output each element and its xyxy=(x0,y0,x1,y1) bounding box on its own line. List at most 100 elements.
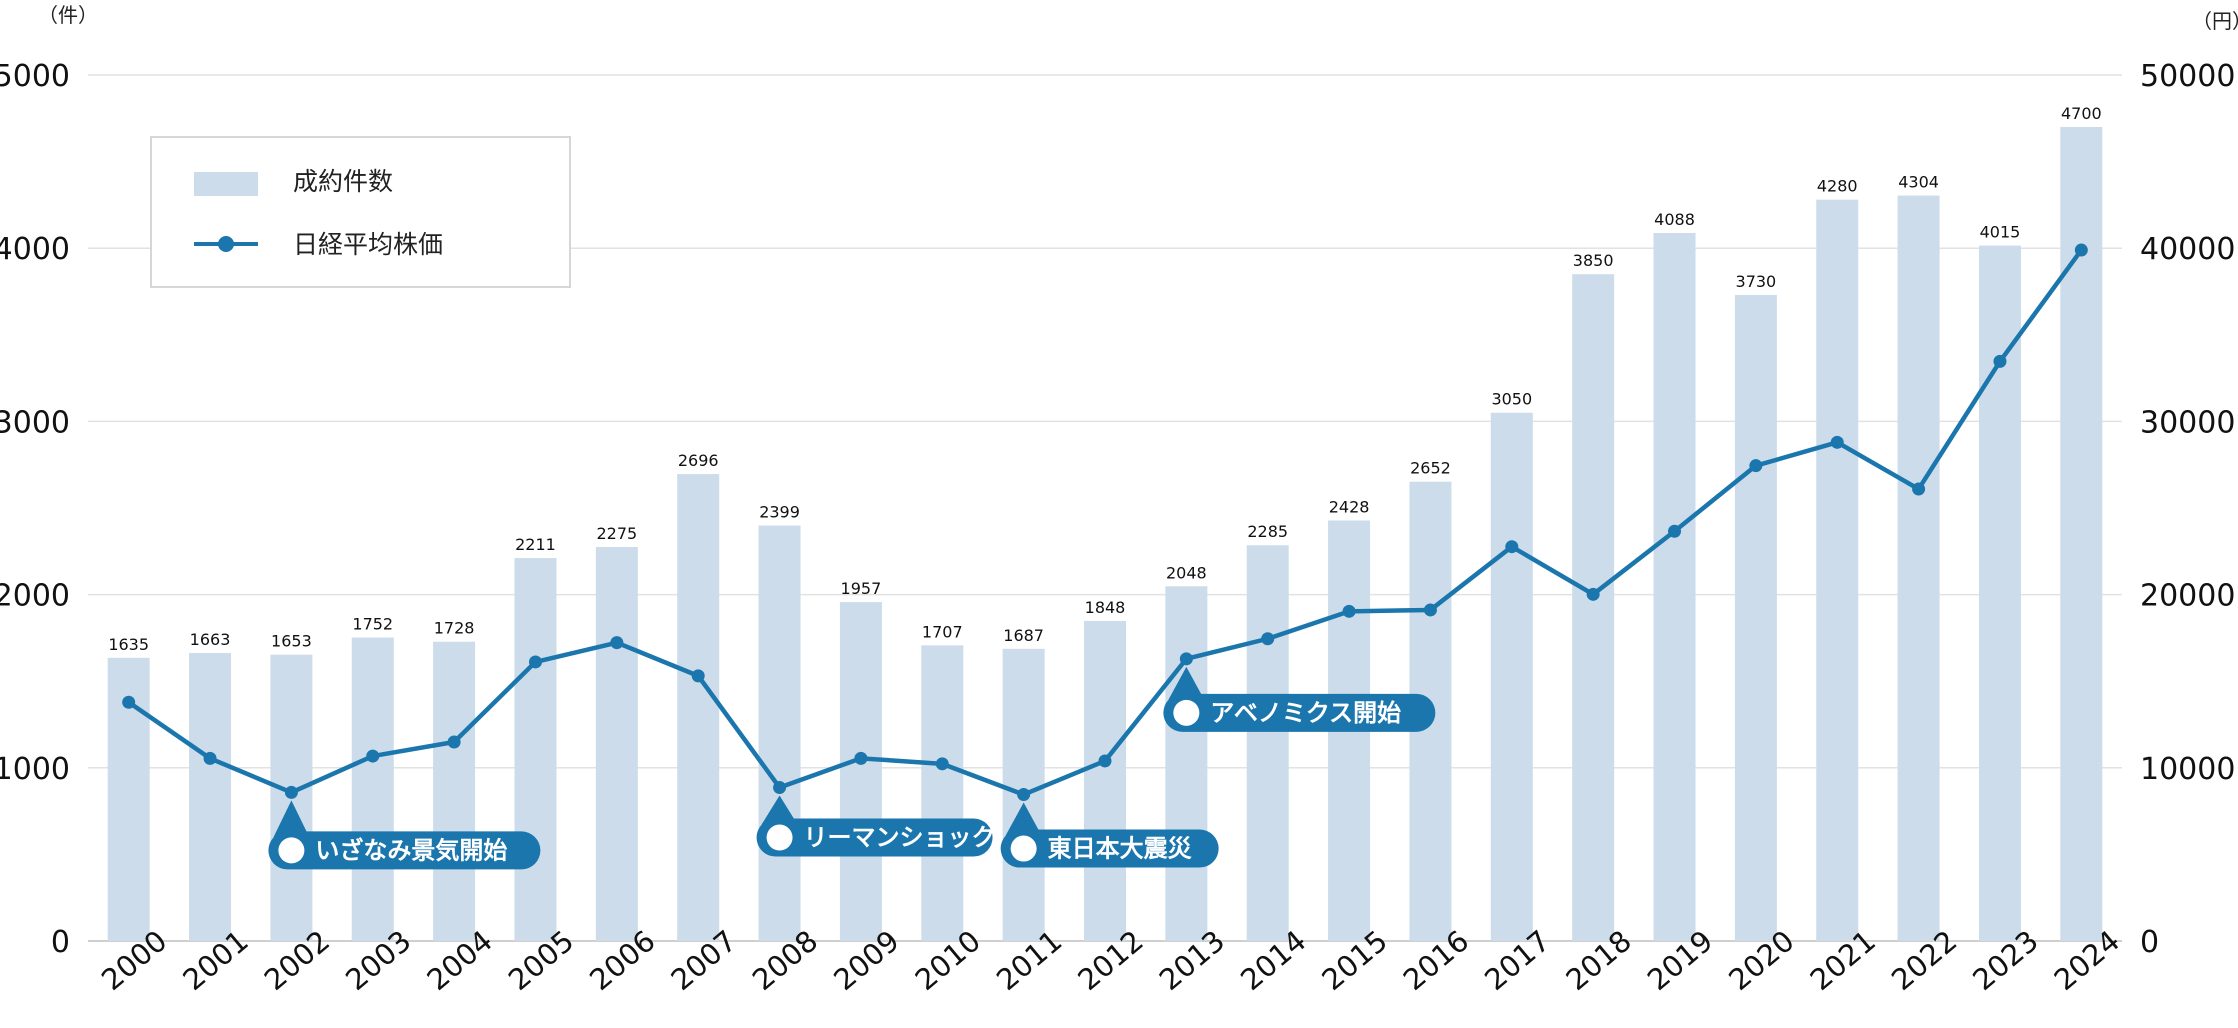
bar-value-label: 2652 xyxy=(1410,459,1451,478)
bar-value-label: 2275 xyxy=(596,524,637,543)
left-axis-tick-label: 4000 xyxy=(0,232,70,267)
line-point xyxy=(284,785,298,799)
bar-value-label: 2696 xyxy=(678,451,719,470)
line-point xyxy=(203,751,217,765)
callout-pill xyxy=(1163,693,1436,732)
line-point xyxy=(1830,435,1844,449)
bar-value-label: 1752 xyxy=(352,615,393,634)
bar-value-label: 3050 xyxy=(1491,390,1532,409)
bar xyxy=(839,602,882,941)
bar xyxy=(1572,274,1615,941)
bar-value-label: 3850 xyxy=(1573,251,1614,270)
bar-value-label: 1653 xyxy=(271,632,312,651)
line-point xyxy=(935,757,949,771)
callout-dot xyxy=(1010,835,1037,862)
callout-pointer xyxy=(1168,666,1205,700)
bar xyxy=(595,546,638,941)
line-point xyxy=(1993,354,2007,368)
callout-pointer xyxy=(273,800,310,838)
line-point xyxy=(366,749,380,763)
line-point xyxy=(122,695,136,709)
legend-bar-label: 成約件数 xyxy=(293,167,393,196)
bar-value-label: 1707 xyxy=(922,622,963,641)
line-point xyxy=(610,636,624,650)
line-point xyxy=(1261,632,1275,646)
callout: 東日本大震災 xyxy=(1000,802,1219,868)
line-point xyxy=(1342,604,1356,618)
bar xyxy=(677,474,720,941)
right-axis-tick-label: 10000 xyxy=(2140,752,2235,787)
callout-label: いざなみ景気開始 xyxy=(315,836,507,864)
bar-value-label: 2399 xyxy=(759,502,800,521)
line-point xyxy=(773,781,787,795)
callout-pill xyxy=(268,831,541,870)
line-point xyxy=(1586,587,1600,601)
callout-pointer xyxy=(761,795,798,825)
line-point xyxy=(1017,788,1031,802)
bar-value-label: 4280 xyxy=(1817,177,1858,196)
bar xyxy=(189,652,232,941)
line-point xyxy=(1668,524,1682,538)
legend-box xyxy=(150,136,571,288)
bar-value-label: 4304 xyxy=(1898,173,1939,192)
line-point xyxy=(1423,603,1437,617)
right-axis-tick-label: 30000 xyxy=(2140,405,2235,440)
bar-value-label: 2285 xyxy=(1247,522,1288,541)
bar xyxy=(758,525,801,941)
callout-dot xyxy=(766,824,793,851)
bar-value-label: 1957 xyxy=(841,579,882,598)
legend-line-label: 日経平均株価 xyxy=(293,230,443,259)
event-callouts: いざなみ景気開始 リーマンショック 東日本大震災 アベノミクス開始 xyxy=(268,666,1436,870)
bar-value-label: 4700 xyxy=(2061,104,2102,123)
legend-line-marker xyxy=(218,236,234,252)
line-point xyxy=(854,751,868,765)
left-axis-tick-label: 0 xyxy=(51,925,70,960)
right-axis-tick-label: 50000 xyxy=(2140,59,2235,94)
left-axis-tick-label: 2000 xyxy=(0,579,70,614)
callout-pill xyxy=(1000,829,1219,868)
bar-value-label: 4088 xyxy=(1654,210,1695,229)
line-point xyxy=(447,735,461,749)
bar-value-labels: 1635 1663 1653 1752 1728 2211 2275 2696 2399 1957… xyxy=(108,104,2101,654)
bar-value-label: 1687 xyxy=(1003,626,1044,645)
bar xyxy=(514,558,557,941)
bar xyxy=(1084,620,1126,941)
callout-pill xyxy=(756,818,993,857)
line-point xyxy=(1179,652,1193,666)
line-point xyxy=(1505,540,1519,554)
callout-label: リーマンショック xyxy=(804,824,996,852)
bar xyxy=(1816,199,1859,942)
bar-value-label: 1663 xyxy=(190,630,231,649)
bar xyxy=(1246,545,1289,941)
bar xyxy=(351,637,394,941)
callout: いざなみ景気開始 xyxy=(268,800,541,870)
bar-value-label: 2048 xyxy=(1166,563,1207,582)
bar xyxy=(921,645,964,941)
right-axis-tick-label: 20000 xyxy=(2140,579,2235,614)
bar xyxy=(1897,195,1940,942)
bar xyxy=(2060,126,2103,941)
callout-pointer xyxy=(1005,802,1042,836)
right-axis-tick-label: 40000 xyxy=(2140,232,2235,267)
bar-value-label: 4015 xyxy=(1980,223,2021,242)
bar xyxy=(1734,294,1777,941)
legend-bar-swatch xyxy=(194,172,258,196)
bar-value-label: 2211 xyxy=(515,535,556,554)
bar-series xyxy=(107,126,2103,942)
bar xyxy=(1165,586,1208,941)
callout-label: アベノミクス開始 xyxy=(1210,699,1401,727)
callout: アベノミクス開始 xyxy=(1163,666,1436,732)
left-axis-tick-label: 1000 xyxy=(0,752,70,787)
bar xyxy=(1653,232,1696,942)
bar xyxy=(1978,245,2021,942)
callout: リーマンショック xyxy=(756,795,996,857)
bar xyxy=(433,641,476,941)
legend: 成約件数 日経平均株価 xyxy=(150,136,571,288)
bar-value-label: 2428 xyxy=(1329,497,1370,516)
bar-value-label: 1728 xyxy=(434,619,475,638)
bar-value-label: 1635 xyxy=(108,635,149,654)
line-point xyxy=(528,655,542,669)
callout-dot xyxy=(1173,699,1200,726)
line-series xyxy=(122,243,2088,802)
